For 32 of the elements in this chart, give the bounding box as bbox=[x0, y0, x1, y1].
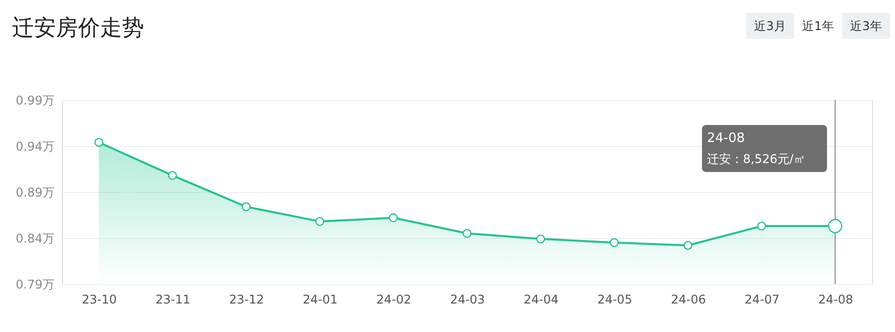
y-tick-label: 0.89万 bbox=[16, 186, 54, 200]
y-tick-label: 0.94万 bbox=[16, 140, 54, 154]
x-tick-label: 24-07 bbox=[744, 292, 780, 306]
point bbox=[388, 213, 398, 222]
x-tick-label: 24-08 bbox=[818, 292, 854, 306]
x-tick-label: 23-10 bbox=[82, 292, 117, 306]
y-tick-label: 0.99万 bbox=[16, 94, 54, 108]
x-tick-label: 23-12 bbox=[229, 292, 264, 306]
point bbox=[757, 222, 766, 231]
x-tick-label: 23-11 bbox=[156, 292, 190, 306]
text: 近3月 bbox=[754, 19, 786, 33]
x-tick-label: 24-06 bbox=[670, 292, 706, 306]
x-tick-label: 24-05 bbox=[597, 292, 632, 306]
point bbox=[462, 228, 472, 238]
y-tick-label: 0.84万 bbox=[16, 232, 54, 246]
point bbox=[242, 202, 251, 212]
x-tick-label: 24-04 bbox=[524, 292, 559, 306]
point bbox=[168, 170, 177, 180]
text: 近3年 bbox=[850, 19, 882, 33]
point bbox=[610, 238, 619, 248]
point bbox=[683, 240, 692, 250]
annotation: 迁安：8,526元/㎡ bbox=[707, 152, 806, 166]
y-tick-label: 0.79万 bbox=[16, 278, 54, 292]
point bbox=[315, 216, 324, 226]
x-tick-label: 24-02 bbox=[376, 292, 412, 306]
x-tick-label: 24-01 bbox=[302, 292, 338, 306]
point bbox=[94, 138, 104, 147]
text: 近1年 bbox=[802, 19, 834, 33]
chart-title: 迁安房价走势 bbox=[12, 16, 144, 41]
point bbox=[536, 234, 546, 244]
annotation: 24-08 bbox=[707, 131, 745, 146]
x-tick-label: 24-03 bbox=[450, 292, 485, 306]
